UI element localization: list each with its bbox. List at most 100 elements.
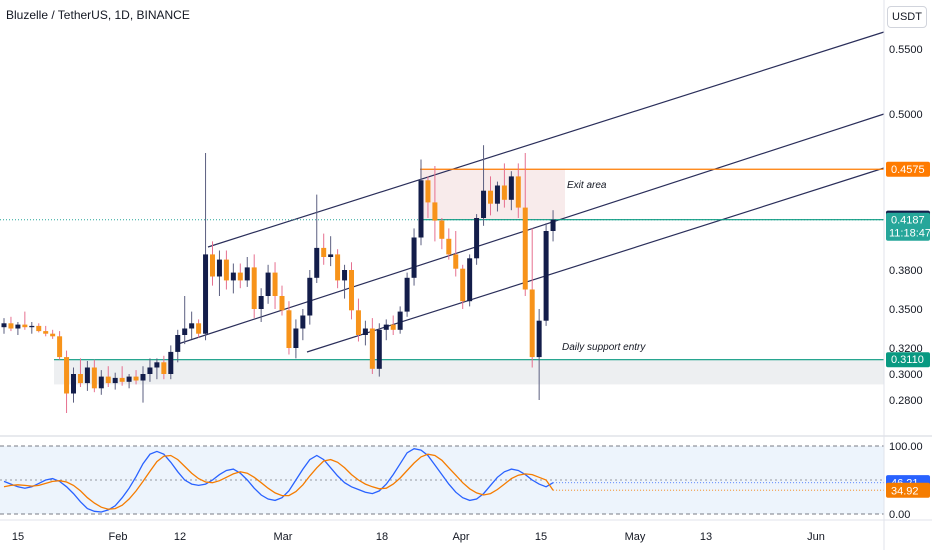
candle[interactable]	[522, 153, 528, 296]
candle[interactable]	[265, 264, 271, 304]
candle[interactable]	[460, 264, 466, 309]
candle[interactable]	[230, 263, 236, 294]
candle[interactable]	[342, 264, 348, 299]
x-tick-label: 15	[535, 531, 547, 543]
candle[interactable]	[1, 318, 7, 334]
candle[interactable]	[98, 370, 104, 395]
candle[interactable]	[175, 329, 181, 363]
candle[interactable]	[147, 358, 153, 382]
candle[interactable]	[349, 262, 354, 320]
candle[interactable]	[91, 359, 97, 393]
channel-line-3	[306, 167, 885, 353]
x-tick-label: Apr	[452, 531, 469, 543]
rsi-line-d	[3, 453, 554, 510]
x-tick-label: Mar	[274, 531, 293, 543]
candle[interactable]	[529, 228, 535, 368]
candle[interactable]	[8, 316, 14, 332]
candle[interactable]	[105, 366, 111, 387]
candle[interactable]	[15, 322, 21, 335]
candle[interactable]	[508, 171, 514, 211]
candle[interactable]	[244, 257, 250, 287]
candle[interactable]	[446, 228, 452, 260]
candles-layer[interactable]	[1, 145, 556, 413]
candle[interactable]	[71, 367, 76, 403]
candle[interactable]	[189, 311, 195, 339]
candle[interactable]	[550, 210, 556, 242]
candle[interactable]	[140, 366, 146, 403]
candle[interactable]	[77, 358, 83, 387]
candle[interactable]	[314, 194, 320, 283]
candle[interactable]	[279, 285, 285, 316]
candle[interactable]	[474, 214, 480, 265]
candle[interactable]	[272, 262, 278, 309]
candle[interactable]	[36, 323, 42, 333]
candle[interactable]	[133, 370, 139, 385]
candle[interactable]	[432, 166, 438, 242]
candle[interactable]	[369, 318, 375, 374]
candle[interactable]	[383, 319, 389, 341]
candle[interactable]	[376, 323, 382, 377]
candle[interactable]	[196, 319, 202, 338]
candle[interactable]	[481, 145, 487, 226]
candle[interactable]	[536, 309, 542, 400]
candle[interactable]	[453, 231, 459, 277]
price-tag: 0.3110	[886, 352, 930, 368]
candle[interactable]	[501, 163, 507, 208]
candle[interactable]	[154, 358, 160, 380]
candle[interactable]	[467, 254, 473, 307]
y-tick-label: 0.3200	[889, 343, 923, 355]
candle[interactable]	[293, 319, 299, 359]
candle[interactable]	[328, 236, 334, 267]
candle[interactable]	[300, 309, 306, 341]
candle[interactable]	[397, 306, 403, 334]
candle[interactable]	[418, 159, 424, 246]
candle[interactable]	[216, 250, 222, 297]
candle[interactable]	[335, 249, 341, 289]
y-tick-label: 0.5500	[889, 44, 923, 56]
support-zone	[54, 359, 884, 385]
price-channel	[177, 31, 885, 353]
svg-text:0.3110: 0.3110	[891, 354, 924, 366]
candle[interactable]	[251, 254, 257, 319]
candle[interactable]	[321, 233, 327, 265]
candle[interactable]	[112, 372, 118, 390]
candle[interactable]	[543, 223, 549, 326]
rsi-panel[interactable]	[0, 435, 932, 515]
candle[interactable]	[488, 176, 493, 216]
candle[interactable]	[515, 163, 521, 218]
y-tick-label: 0.3500	[889, 304, 923, 316]
candle[interactable]	[411, 228, 417, 286]
y-tick-label: 0.3800	[889, 265, 923, 277]
candle[interactable]	[57, 331, 63, 360]
daily-support-entry-label: Daily support entry	[562, 342, 646, 353]
currency-button[interactable]: USDT	[887, 6, 927, 28]
x-tick-label: Jun	[807, 531, 825, 543]
candle[interactable]	[168, 345, 174, 380]
candle[interactable]	[390, 315, 396, 336]
candle[interactable]	[237, 263, 243, 289]
candle[interactable]	[182, 296, 188, 345]
candle[interactable]	[404, 272, 410, 317]
candle[interactable]	[425, 176, 431, 218]
candle[interactable]	[50, 329, 56, 339]
candle[interactable]	[64, 350, 70, 413]
price-tag: 0.4575	[886, 161, 930, 177]
candle[interactable]	[203, 153, 209, 341]
candle[interactable]	[494, 181, 500, 212]
candle[interactable]	[22, 311, 28, 330]
candle[interactable]	[439, 218, 445, 250]
candle[interactable]	[355, 298, 361, 342]
candle[interactable]	[119, 366, 125, 386]
candle[interactable]	[126, 374, 132, 389]
candle[interactable]	[29, 322, 35, 334]
candle[interactable]	[43, 325, 49, 337]
candle[interactable]	[258, 288, 264, 322]
candle[interactable]	[210, 241, 215, 286]
candle[interactable]	[307, 270, 313, 325]
candle[interactable]	[362, 320, 368, 346]
candle[interactable]	[161, 355, 167, 380]
candle[interactable]	[286, 301, 292, 355]
candle[interactable]	[223, 250, 229, 290]
candle[interactable]	[84, 361, 90, 391]
